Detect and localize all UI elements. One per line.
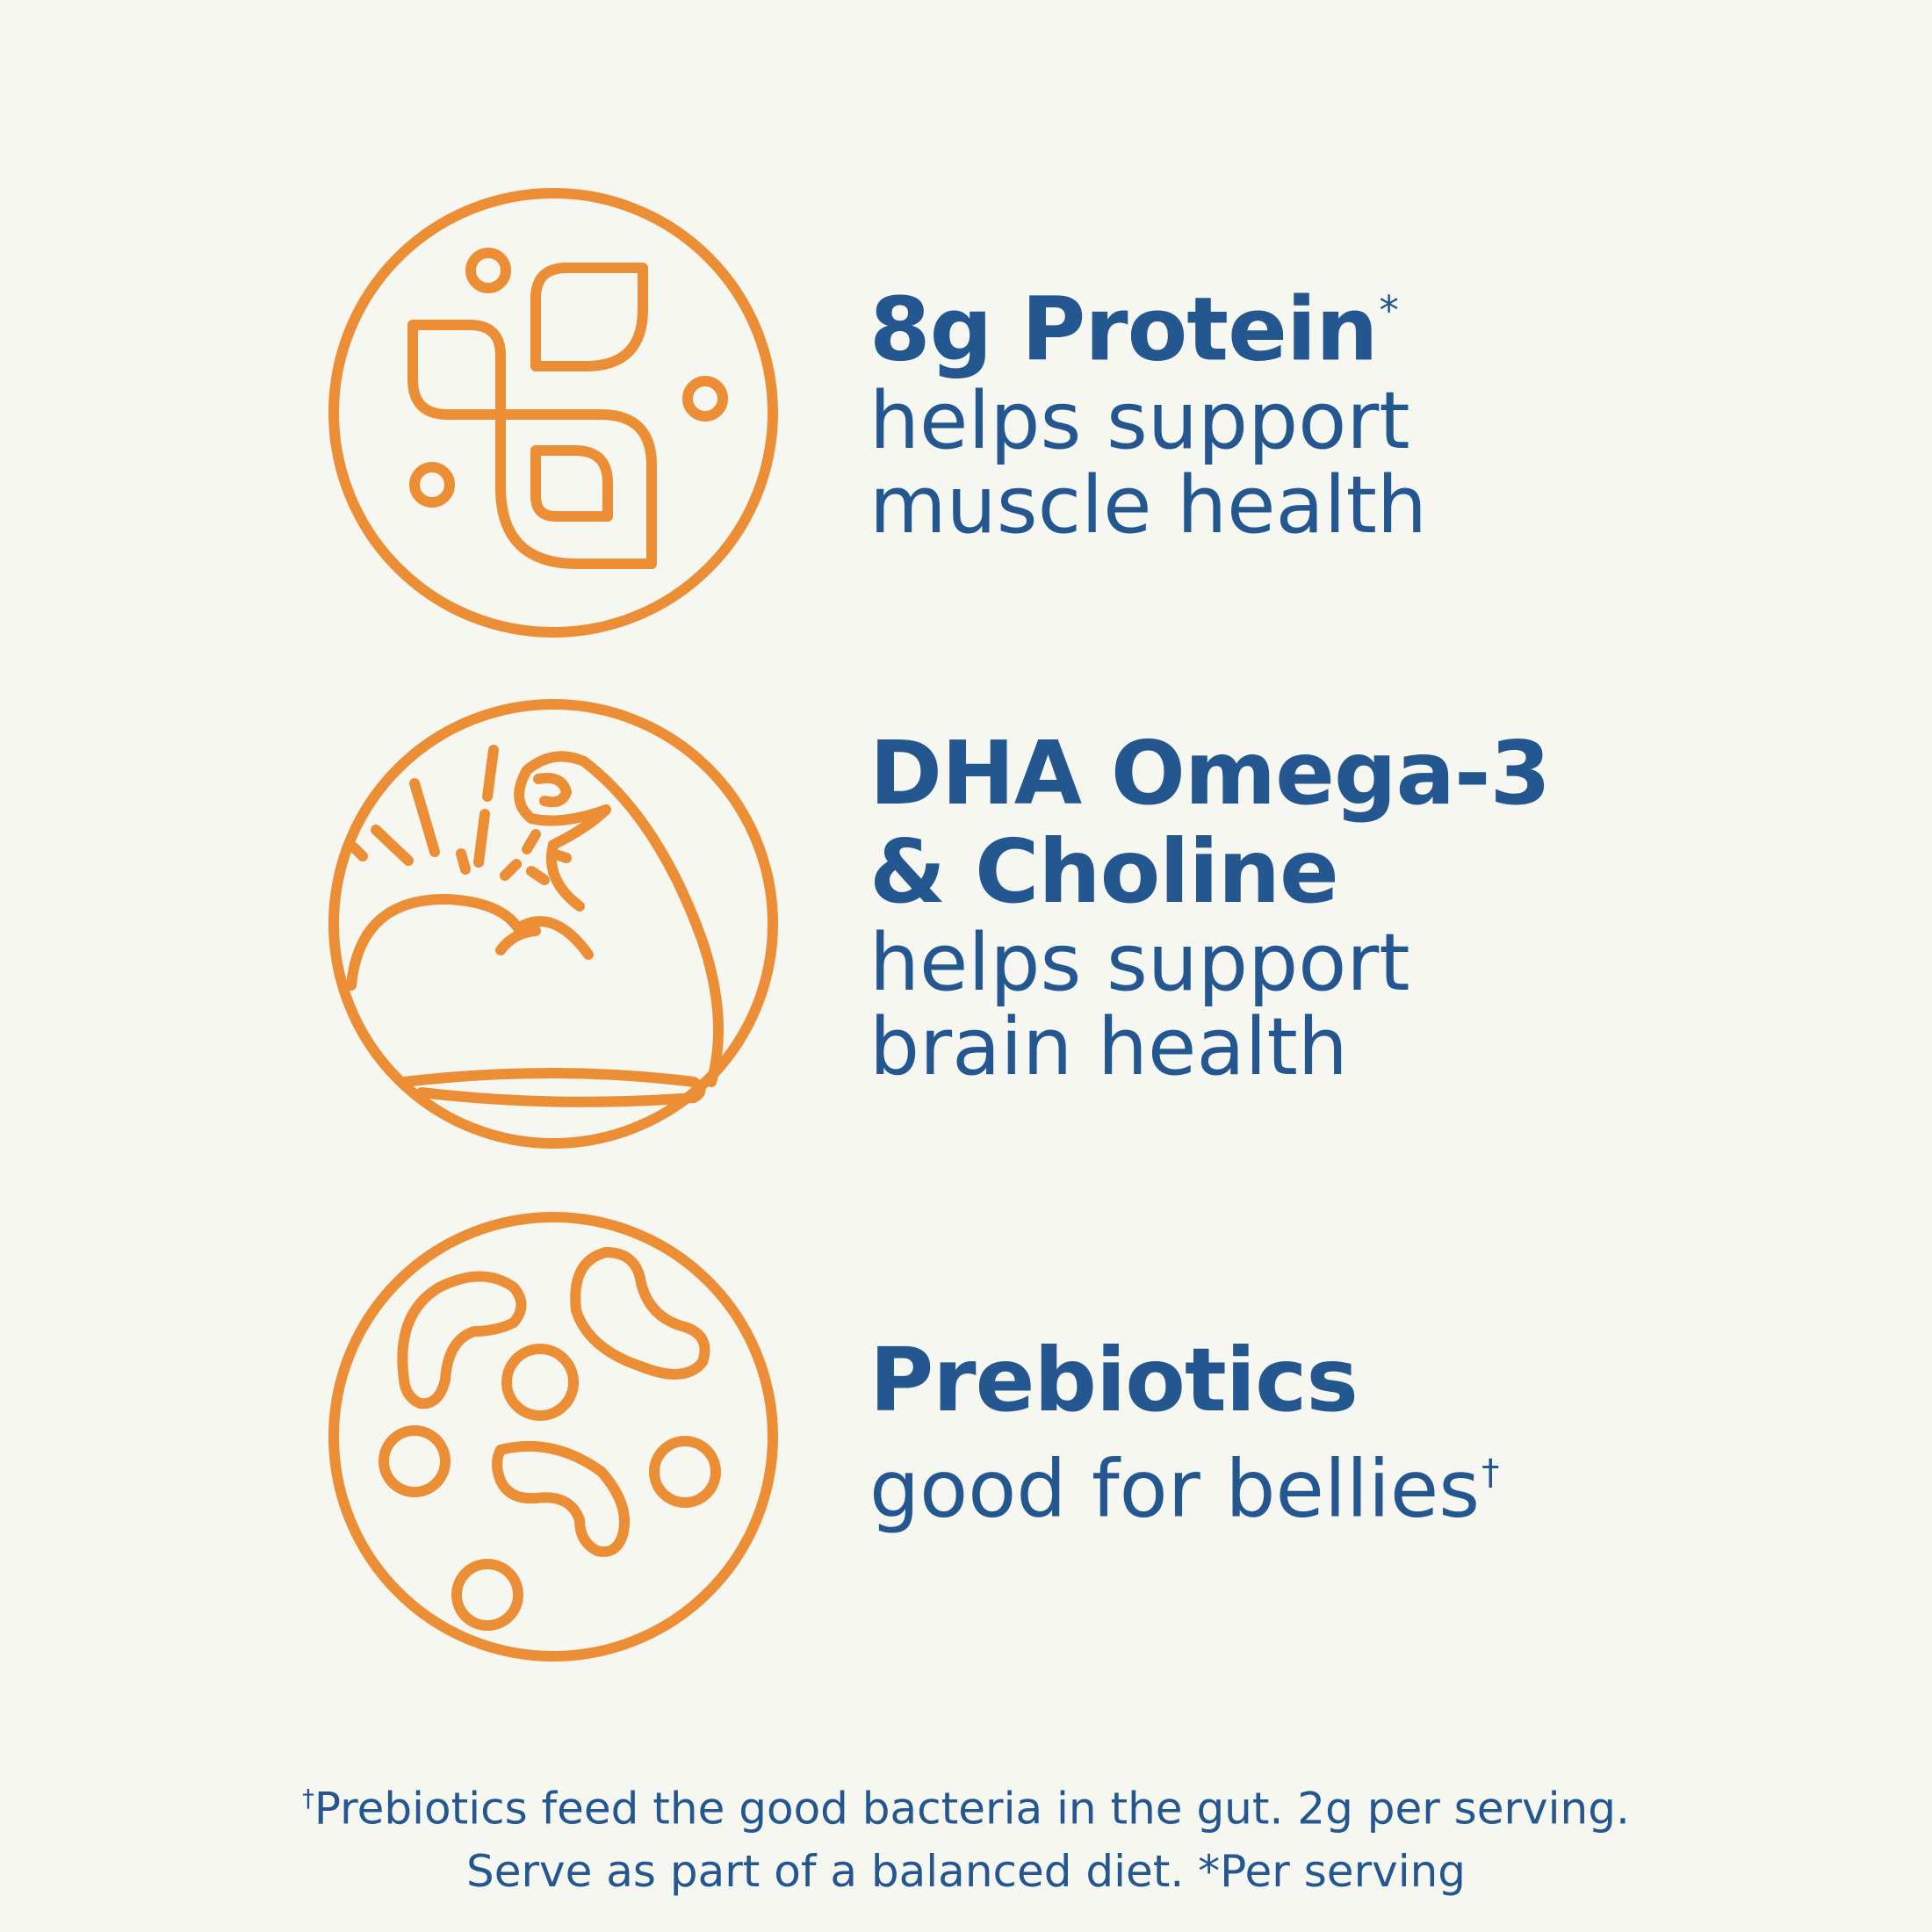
dha-body: helps support brain health xyxy=(869,917,1410,1093)
feature-protein: 8g Protein* helps support muscle health xyxy=(869,262,1879,548)
feature-prebiotics: Prebiotics good for bellies† xyxy=(869,1331,1879,1532)
protein-heading: 8g Protein* xyxy=(869,278,1399,381)
feature-dha: DHA Omega-3 & Choline helps support brai… xyxy=(869,724,1879,1090)
protein-molecule-icon xyxy=(325,184,782,641)
footnote-line-1: †Prebiotics feed the good bacteria in th… xyxy=(302,1783,1630,1835)
prebiotics-body: good for bellies† xyxy=(869,1443,1500,1536)
bacteria-icon xyxy=(325,1208,782,1665)
flexed-arm-icon xyxy=(325,696,782,1152)
prebiotics-heading: Prebiotics xyxy=(869,1329,1359,1431)
dha-heading: DHA Omega-3 & Choline xyxy=(869,722,1551,923)
protein-body: helps support muscle health xyxy=(869,374,1427,551)
footnote: †Prebiotics feed the good bacteria in th… xyxy=(0,1767,1932,1903)
footnote-line-2: Serve as part of a balanced diet. *Per s… xyxy=(465,1846,1467,1898)
